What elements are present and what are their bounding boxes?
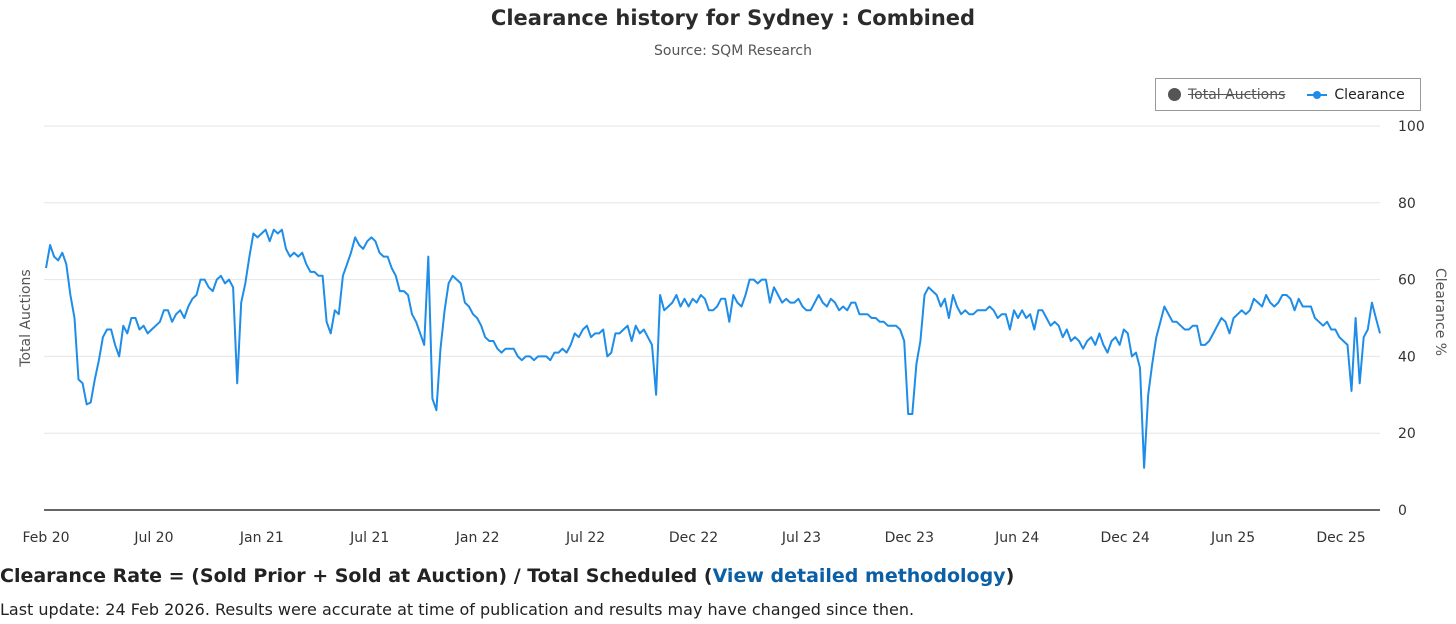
x-tick-label: Feb 20 (22, 530, 69, 546)
x-tick-label: Jan 21 (239, 530, 284, 546)
y-tick-label: 60 (1398, 273, 1416, 289)
y-tick-label: 40 (1398, 349, 1416, 365)
y-tick-label: 80 (1398, 196, 1416, 212)
chart-subtitle: Source: SQM Research (654, 43, 812, 59)
x-tick-label: Jul 23 (781, 530, 821, 546)
circle-marker-icon (1168, 88, 1181, 101)
formula-text: Clearance Rate = (Sold Prior + Sold at A… (0, 565, 713, 587)
x-tick-label: Jul 20 (133, 530, 173, 546)
x-tick-label: Dec 25 (1316, 530, 1365, 546)
y-axis-ticks: 0 20 40 60 80 100 (1398, 119, 1425, 519)
chart-plot: 0 20 40 60 80 100 Feb 20 Jul 20 Jan 21 Jul 21 Jan… (18, 119, 1448, 546)
line-marker-icon (1307, 90, 1328, 99)
formula-suffix: ) (1005, 565, 1015, 587)
legend-label-total-auctions: Total Auctions (1188, 86, 1286, 103)
x-tick-label: Jul 21 (349, 530, 389, 546)
right-axis-title: Clearance % (1432, 268, 1448, 356)
x-axis-ticks: Feb 20 Jul 20 Jan 21 Jul 21 Jan 22 Jul 22 Dec … (22, 530, 1365, 546)
x-tick-label: Dec 24 (1100, 530, 1149, 546)
left-axis-title: Total Auctions (18, 269, 34, 367)
x-tick-label: Jun 25 (1210, 530, 1255, 546)
legend-item-total-auctions[interactable]: Total Auctions (1156, 87, 1285, 103)
x-tick-label: Dec 23 (885, 530, 934, 546)
y-tick-label: 0 (1398, 503, 1407, 519)
clearance-formula: Clearance Rate = (Sold Prior + Sold at A… (0, 565, 1014, 587)
methodology-link[interactable]: View detailed methodology (712, 565, 1006, 587)
clearance-series-line[interactable] (45, 228, 1381, 469)
x-tick-label: Dec 22 (669, 530, 718, 546)
last-update-note: Last update: 24 Feb 2026. Results were a… (0, 600, 915, 619)
y-tick-label: 100 (1398, 119, 1425, 135)
x-tick-label: Jun 24 (994, 530, 1039, 546)
x-tick-label: Jan 22 (455, 530, 500, 546)
legend-item-clearance[interactable]: Clearance (1285, 86, 1405, 103)
legend-label-clearance: Clearance (1334, 86, 1405, 103)
chart-legend: Total Auctions Clearance (1155, 78, 1421, 111)
y-tick-label: 20 (1398, 426, 1416, 442)
x-tick-label: Jul 22 (565, 530, 605, 546)
grid-lines (44, 125, 1380, 434)
chart-title: Clearance history for Sydney : Combined (490, 6, 976, 30)
